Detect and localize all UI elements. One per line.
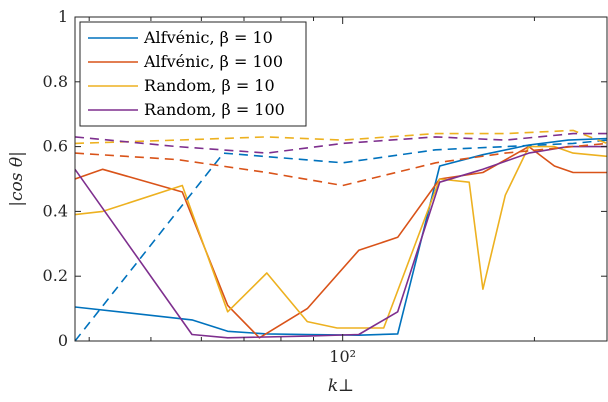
series-dashed-line-4 (75, 139, 607, 341)
series-dashed-line-6 (75, 129, 607, 145)
plot-lines (75, 129, 607, 341)
series-line-1 (75, 145, 607, 339)
series-line-3 (75, 145, 607, 339)
series-line-2 (75, 145, 607, 329)
y-tick-label: 0.4 (43, 201, 68, 220)
y-axis-label: |cos θ| (7, 151, 27, 207)
series-line-0 (75, 137, 607, 337)
y-tick-label: 0 (58, 331, 68, 350)
legend-label: Random, β = 100 (144, 100, 285, 119)
legend-label: Alfvénic, β = 100 (143, 52, 283, 71)
tick-labels: 0 0.2 0.4 0.6 0.8 1 10² (43, 7, 357, 366)
series-dashed-line-5 (75, 142, 607, 187)
legend-label: Random, β = 10 (144, 76, 275, 95)
x-tick-label: 10² (329, 347, 356, 366)
y-tick-label: 0.8 (43, 72, 68, 91)
y-tick-label: 0.6 (43, 137, 68, 156)
legend-entries: Alfvénic, β = 10 Alfvénic, β = 100 Random,… (88, 28, 285, 119)
axes-box (74, 16, 608, 342)
x-axis-label: k⊥ (328, 376, 354, 396)
y-tick-label: 0.2 (43, 266, 68, 285)
legend: Alfvénic, β = 10 Alfvénic, β = 100 Random,… (79, 21, 307, 127)
legend-label: Alfvénic, β = 10 (143, 28, 273, 47)
legend-box (79, 21, 307, 127)
series-dashed-line-7 (75, 132, 607, 154)
y-tick-label: 1 (58, 7, 68, 26)
